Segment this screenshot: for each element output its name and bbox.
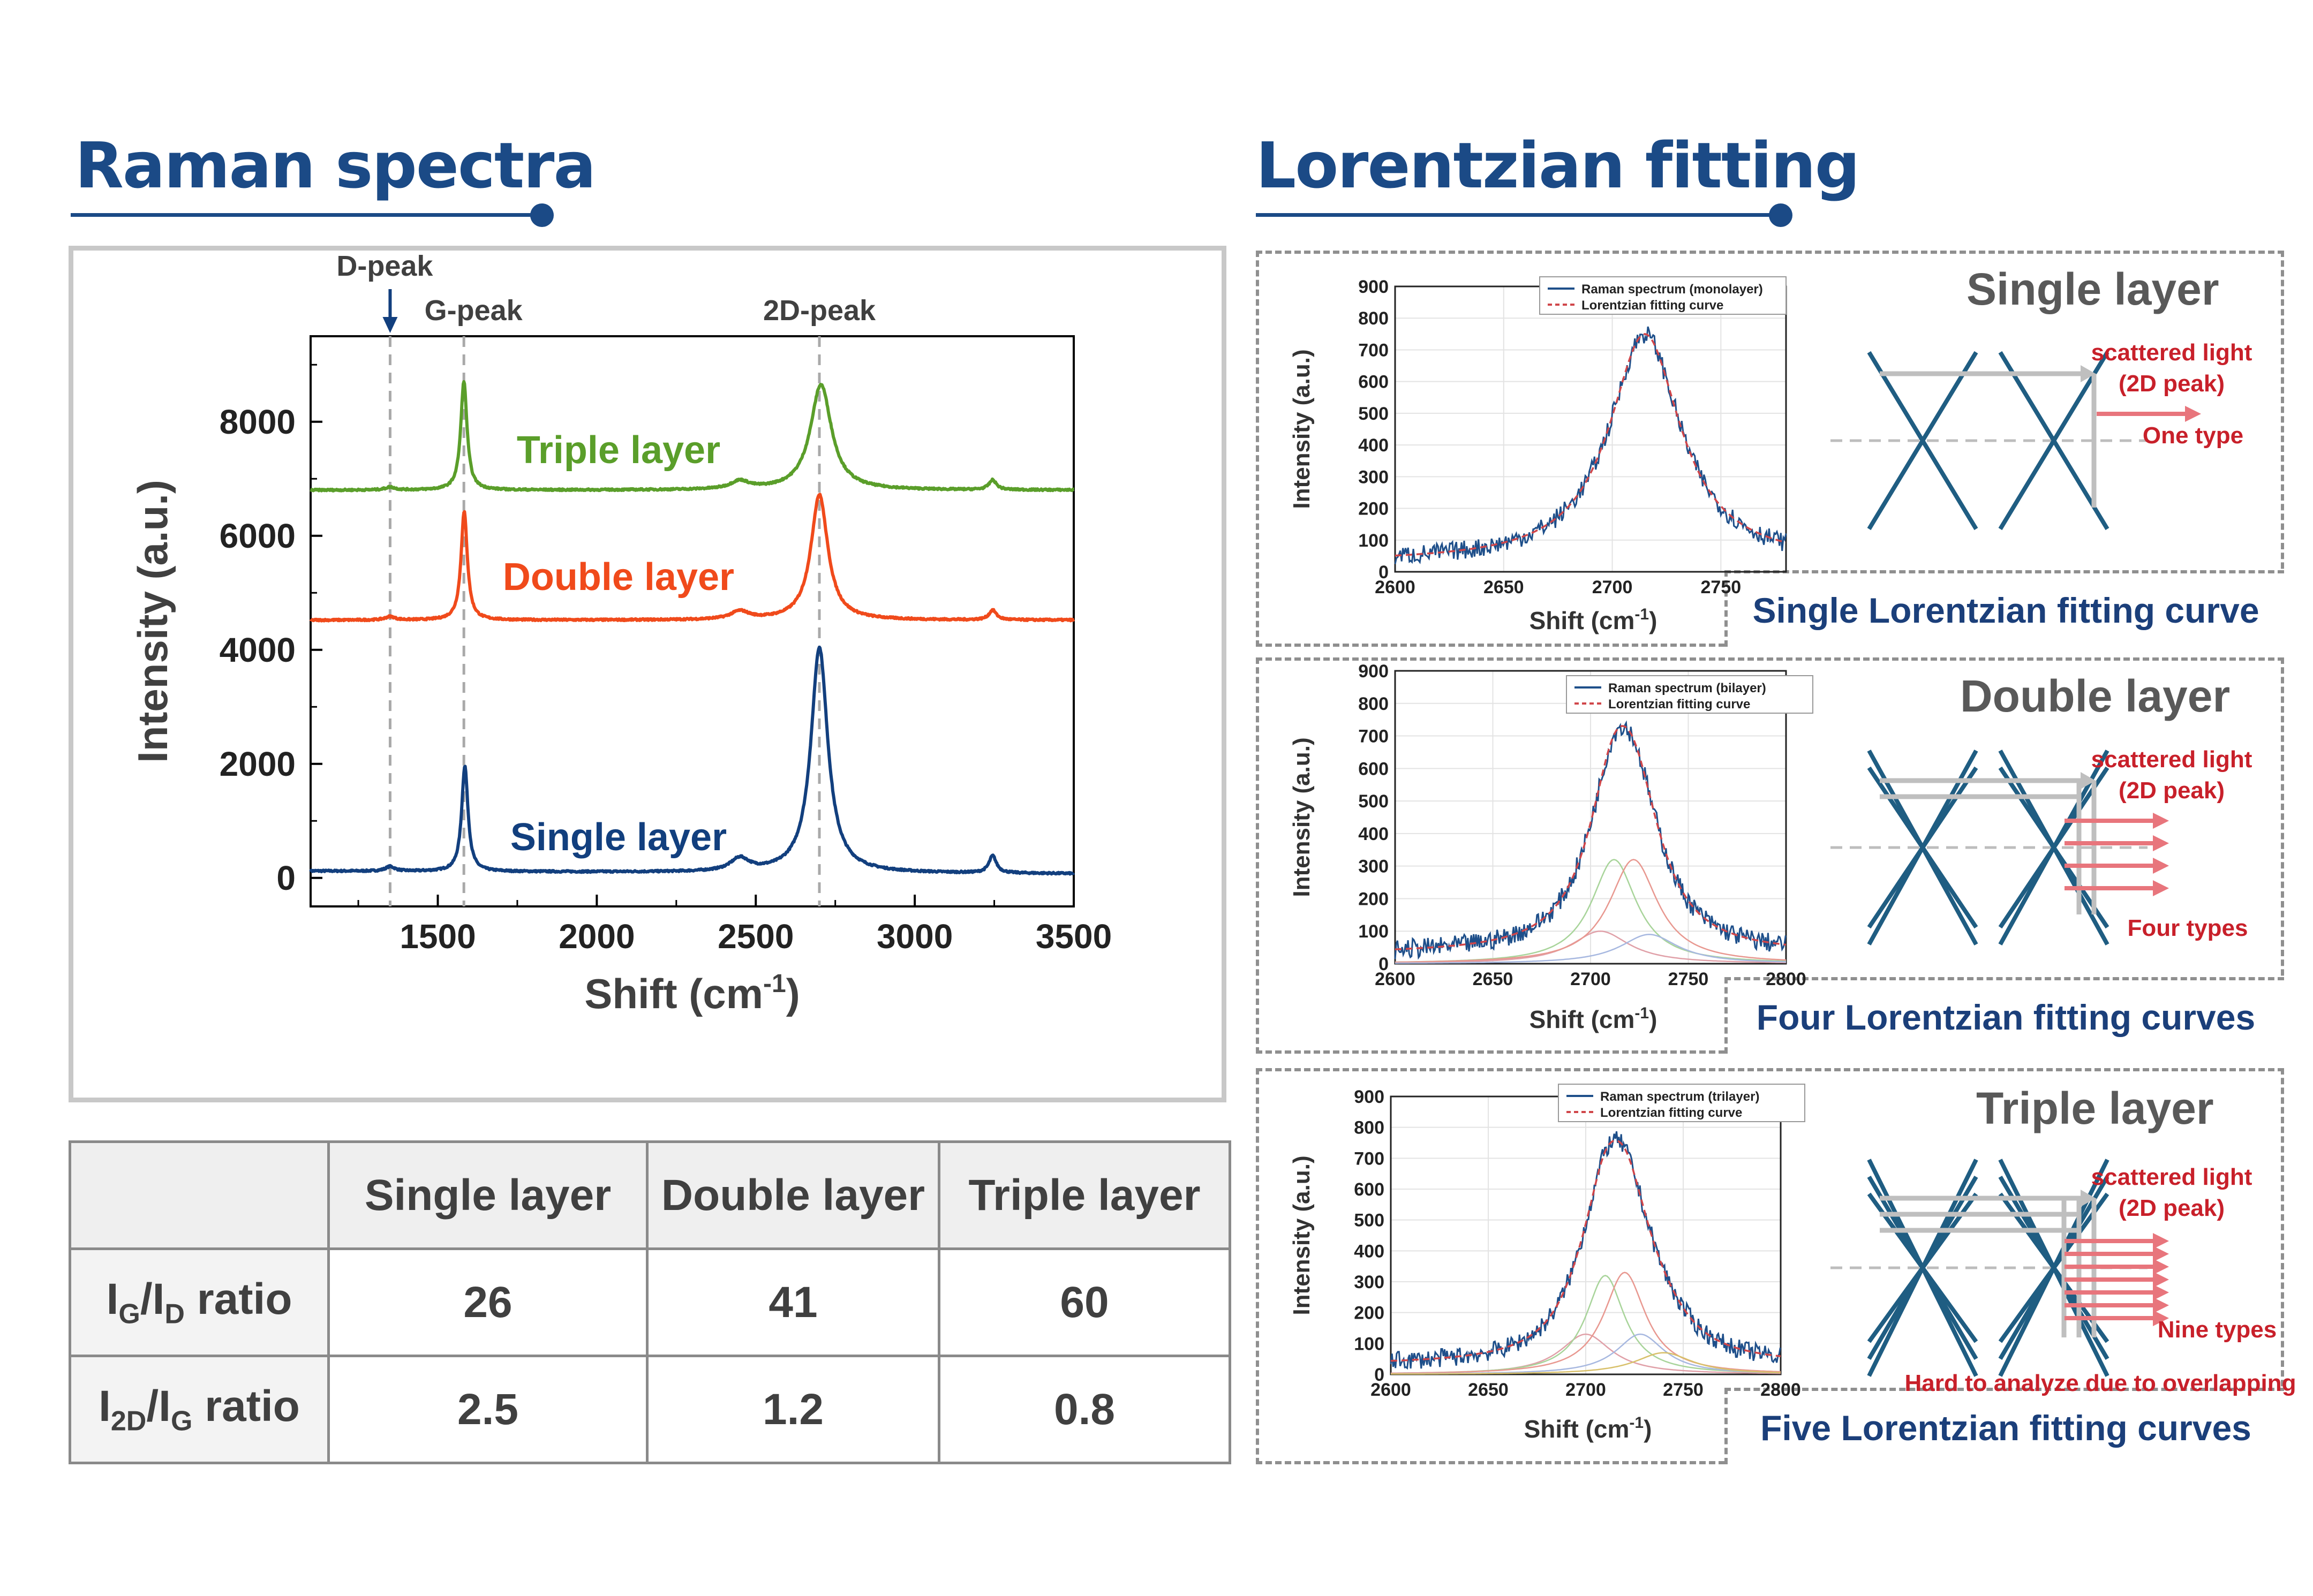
row-label-suffix: ratio [192, 1382, 300, 1431]
row-label-main: I [106, 1275, 119, 1324]
raman-title-dot [530, 203, 554, 227]
table-cell: 26 [327, 1247, 649, 1357]
table-cell: 41 [646, 1247, 940, 1357]
fit-label-single: Single Lorentzian fitting curve [1724, 570, 2284, 647]
fit-label-double: Four Lorentzian fitting curves [1724, 977, 2284, 1054]
table-corner-cell [69, 1140, 330, 1250]
fit-label-triple: Five Lorentzian fitting curves [1724, 1388, 2284, 1464]
lorentz-section-title: Lorentzian fitting [1256, 128, 1860, 202]
raman-chart-frame [69, 246, 1226, 1102]
raman-section-title: Raman spectra [75, 128, 596, 202]
row-label-sub: G [170, 1405, 193, 1437]
panel-title-triple: Triple layer [1976, 1083, 2214, 1133]
table-cell: 0.8 [938, 1355, 1231, 1464]
lorentz-title-underline [1256, 213, 1786, 217]
row-label-suffix: ratio [184, 1275, 292, 1324]
panel-title-double: Double layer [1960, 671, 2231, 721]
table-cell: 60 [938, 1247, 1231, 1357]
table-header-single: Single layer [327, 1140, 649, 1250]
row-label-sub: D [164, 1298, 185, 1330]
table-header-row: Single layer Double layer Triple layer [69, 1140, 1231, 1250]
row-label-main: I [99, 1382, 111, 1431]
table-header-double: Double layer [646, 1140, 940, 1250]
raman-title-underline [71, 213, 547, 217]
table-header-triple: Triple layer [938, 1140, 1231, 1250]
row-label-slash: /I [146, 1382, 171, 1431]
ratio-table: Single layer Double layer Triple layer I… [69, 1140, 1231, 1464]
row-label-sub: 2D [110, 1405, 147, 1437]
row-label-slash: /I [140, 1275, 165, 1324]
table-row: IG/ID ratio 26 41 60 [69, 1247, 1231, 1357]
panel-title-single: Single layer [1967, 264, 2219, 314]
table-cell: 2.5 [327, 1355, 649, 1464]
table-row-label: IG/ID ratio [69, 1247, 330, 1357]
table-row-label: I2D/IG ratio [69, 1355, 330, 1464]
lorentz-title-dot [1769, 203, 1792, 227]
table-row: I2D/IG ratio 2.5 1.2 0.8 [69, 1355, 1231, 1464]
table-cell: 1.2 [646, 1355, 940, 1464]
row-label-sub: G [118, 1298, 140, 1330]
